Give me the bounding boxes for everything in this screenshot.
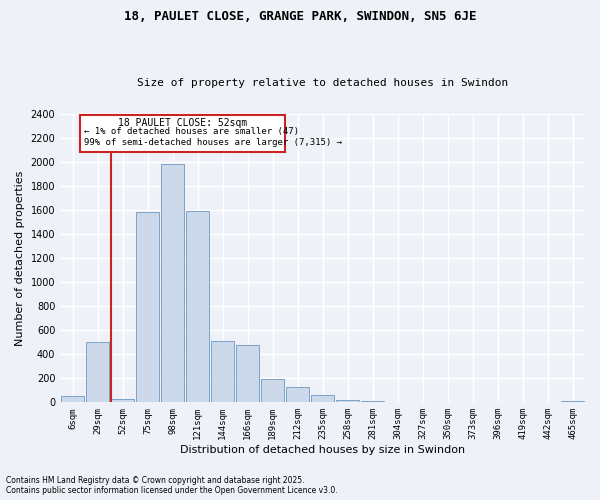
Bar bbox=[136, 212, 159, 402]
Bar bbox=[161, 164, 184, 402]
Text: 18 PAULET CLOSE: 52sqm: 18 PAULET CLOSE: 52sqm bbox=[118, 118, 247, 128]
Bar bbox=[236, 344, 259, 403]
Text: 99% of semi-detached houses are larger (7,315) →: 99% of semi-detached houses are larger (… bbox=[84, 138, 342, 147]
Text: Contains HM Land Registry data © Crown copyright and database right 2025.
Contai: Contains HM Land Registry data © Crown c… bbox=[6, 476, 338, 495]
Bar bbox=[86, 342, 109, 402]
Bar bbox=[286, 386, 309, 402]
X-axis label: Distribution of detached houses by size in Swindon: Distribution of detached houses by size … bbox=[180, 445, 465, 455]
Bar bbox=[112, 398, 134, 402]
Bar bbox=[337, 400, 359, 402]
Bar bbox=[187, 211, 209, 402]
Bar bbox=[561, 401, 584, 402]
Title: Size of property relative to detached houses in Swindon: Size of property relative to detached ho… bbox=[137, 78, 508, 88]
FancyBboxPatch shape bbox=[80, 115, 285, 152]
Bar bbox=[262, 379, 284, 402]
Text: 18, PAULET CLOSE, GRANGE PARK, SWINDON, SN5 6JE: 18, PAULET CLOSE, GRANGE PARK, SWINDON, … bbox=[124, 10, 476, 23]
Y-axis label: Number of detached properties: Number of detached properties bbox=[15, 170, 25, 346]
Text: ← 1% of detached houses are smaller (47): ← 1% of detached houses are smaller (47) bbox=[84, 127, 299, 136]
Bar bbox=[311, 395, 334, 402]
Bar bbox=[61, 396, 84, 402]
Bar bbox=[211, 341, 234, 402]
Bar bbox=[361, 401, 384, 402]
